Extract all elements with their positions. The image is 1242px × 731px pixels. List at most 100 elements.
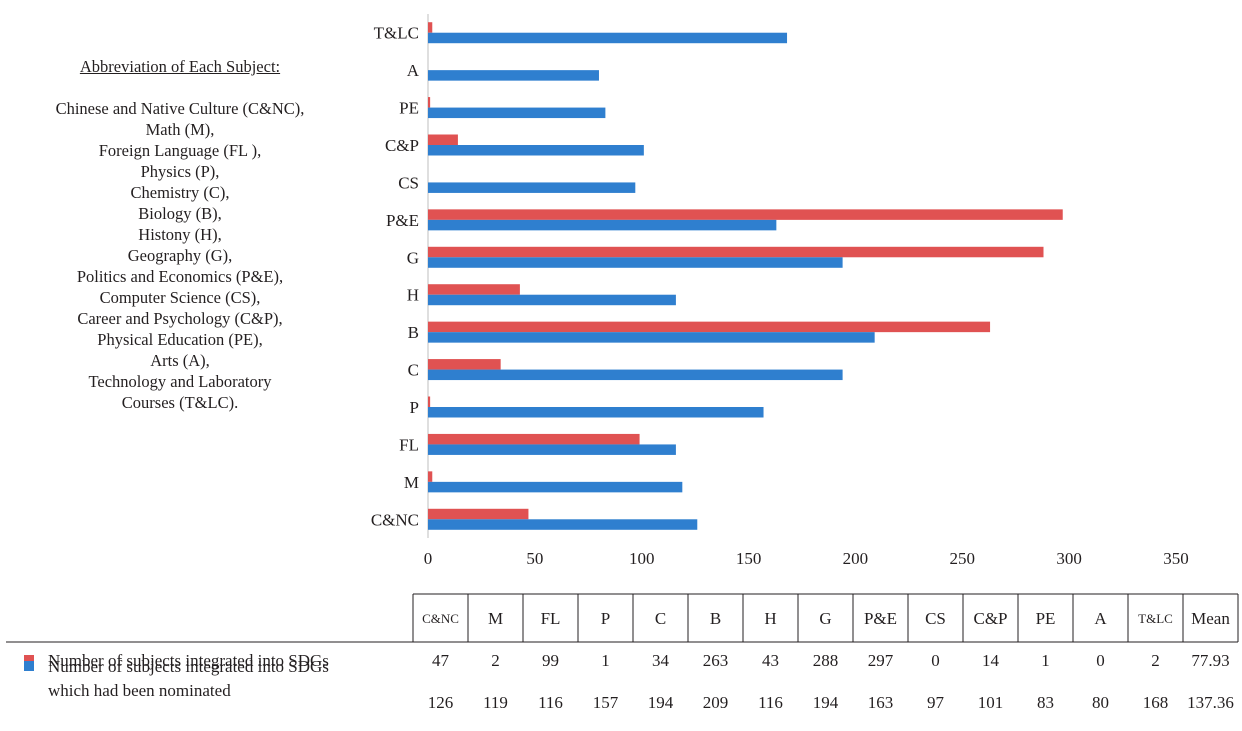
table-cell: 157	[593, 693, 619, 712]
bar-nominated	[428, 407, 764, 418]
bar-nominated	[428, 294, 676, 306]
y-tick-label: H	[407, 286, 419, 305]
bar-integrated	[428, 508, 529, 520]
table-cell: 43	[762, 651, 779, 670]
bar-integrated	[428, 471, 433, 482]
table-cell: 209	[703, 693, 729, 712]
abbreviation-item: Computer Science (CS),	[99, 288, 261, 307]
bar-nominated	[428, 32, 788, 44]
abbreviation-item: Physics (P),	[140, 162, 220, 181]
bar-integrated	[428, 359, 501, 370]
y-tick-label: P	[410, 398, 419, 417]
table-cell: 14	[982, 651, 1000, 670]
y-tick-label: C&P	[385, 136, 419, 155]
table-cell: 77.93	[1191, 651, 1229, 670]
table-header-cell: PE	[1036, 609, 1056, 628]
y-tick-label: G	[407, 248, 419, 267]
abbreviation-panel: Abbreviation of Each Subject: Chinese an…	[0, 56, 360, 413]
legend-label: Number of subjects integrated into SDGs	[48, 657, 329, 676]
table-header-cell: C&P	[973, 609, 1007, 628]
x-tick-label: 150	[736, 549, 762, 568]
bar-nominated	[428, 219, 777, 231]
y-tick-label: PE	[399, 99, 419, 118]
bar-nominated	[428, 519, 698, 530]
table-cell: 194	[648, 693, 674, 712]
abbreviation-item: Physical Education (PE),	[97, 330, 263, 349]
table-cell: 126	[428, 693, 454, 712]
bar-integrated	[428, 433, 640, 445]
abbreviation-item: Math (M),	[145, 120, 215, 139]
table-header-cell: M	[488, 609, 503, 628]
abbreviation-list: Chinese and Native Culture (C&NC), Math (…	[0, 98, 360, 413]
legend-label: which had been nominated	[48, 681, 231, 700]
y-tick-label: C&NC	[371, 510, 419, 529]
table-cell: 34	[652, 651, 670, 670]
abbreviation-item: Chinese and Native Culture (C&NC),	[55, 99, 305, 118]
table-cell: 2	[491, 651, 500, 670]
table-cell: 168	[1143, 693, 1169, 712]
table-cell: 0	[931, 651, 940, 670]
bar-nominated	[428, 332, 875, 343]
table-cell: 137.36	[1187, 693, 1234, 712]
table-cell: 83	[1037, 693, 1054, 712]
bar-nominated	[428, 444, 676, 455]
table-header-cell: P	[601, 609, 610, 628]
abbreviation-item: Geography (G),	[127, 246, 233, 265]
table-cell: 297	[868, 651, 894, 670]
bar-nominated	[428, 182, 636, 193]
table-header-cell: A	[1094, 609, 1107, 628]
abbreviation-item: Courses (T&LC).	[121, 393, 239, 412]
table-header-cell: C&NC	[422, 611, 459, 626]
x-tick-label: 250	[950, 549, 976, 568]
bar-nominated	[428, 257, 843, 268]
bar-nominated	[428, 481, 683, 493]
bar-integrated	[428, 22, 433, 33]
abbreviation-heading: Abbreviation of Each Subject:	[79, 57, 281, 76]
table-header-cell: Mean	[1191, 609, 1230, 628]
table-header-cell: FL	[541, 609, 561, 628]
x-tick-label: 0	[424, 549, 433, 568]
table-cell: 2	[1151, 651, 1160, 670]
table-header-cell: G	[819, 609, 831, 628]
y-tick-label: P&E	[386, 211, 419, 230]
x-tick-label: 50	[526, 549, 543, 568]
table-header-cell: P&E	[864, 609, 897, 628]
bar-integrated	[428, 321, 991, 333]
x-tick-label: 300	[1056, 549, 1082, 568]
x-tick-label: 200	[843, 549, 869, 568]
table-header-cell: T&LC	[1138, 611, 1173, 626]
bar-nominated	[428, 70, 599, 81]
x-tick-label: 100	[629, 549, 655, 568]
table-cell: 116	[758, 693, 783, 712]
abbreviation-item: Chemistry (C),	[130, 183, 230, 202]
bar-integrated	[428, 209, 1063, 220]
table-cell: 288	[813, 651, 839, 670]
y-tick-label: C	[408, 361, 419, 380]
legend-swatch	[24, 655, 34, 665]
table-cell: 119	[483, 693, 508, 712]
y-tick-label: T&LC	[374, 24, 419, 43]
table-cell: 1	[1041, 651, 1050, 670]
bar-integrated	[428, 97, 431, 108]
y-tick-label: CS	[398, 173, 419, 192]
bar-integrated	[428, 246, 1044, 258]
table-cell: 80	[1092, 693, 1109, 712]
bar-nominated	[428, 369, 843, 381]
table-cell: 263	[703, 651, 729, 670]
table-cell: 0	[1096, 651, 1105, 670]
abbreviation-item: Biology (B),	[138, 204, 222, 223]
bar-integrated	[428, 396, 431, 407]
table-cell: 1	[601, 651, 610, 670]
abbreviation-item: Politics and Economics (P&E),	[76, 267, 284, 286]
bar-integrated	[428, 284, 520, 295]
bar-nominated	[428, 107, 606, 119]
table-header-cell: CS	[925, 609, 946, 628]
table-cell: 116	[538, 693, 563, 712]
abbreviation-item: Technology and Laboratory	[88, 372, 272, 391]
y-tick-label: FL	[399, 435, 419, 454]
abbreviation-item: Foreign Language (FL ),	[98, 141, 262, 160]
bar-integrated	[428, 134, 458, 145]
table-cell: 47	[432, 651, 450, 670]
y-tick-label: B	[408, 323, 419, 342]
